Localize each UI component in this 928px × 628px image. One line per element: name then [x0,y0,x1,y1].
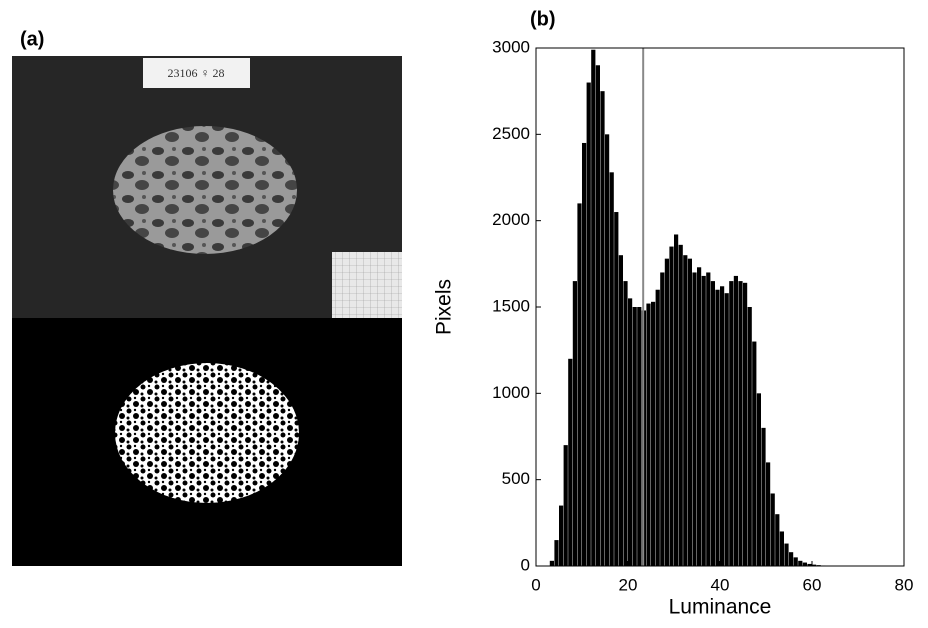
bar [614,212,618,566]
bar [771,493,775,566]
bar [591,50,595,566]
bar [748,307,752,566]
bar [794,557,798,566]
bar [619,255,623,566]
bar [633,307,637,566]
bar [720,286,724,566]
x-tick-label: 60 [803,575,822,594]
x-tick-label: 40 [711,575,730,594]
bar [784,544,788,566]
x-tick-label: 20 [619,575,638,594]
bar [715,290,719,566]
egg-photo: 23106 ♀ 28 [12,56,402,566]
bar [628,298,632,566]
bar [637,307,641,566]
histogram: 0 500 1000 1500 2000 2500 3000 0 20 40 60 80 Luminan… [433,37,914,618]
bar [775,514,779,566]
bar [568,359,572,566]
bar [559,506,563,566]
bar [752,342,756,566]
bar [550,561,554,566]
bar [665,259,669,566]
bar [688,259,692,566]
bar [766,462,770,566]
y-tick-label: 3000 [492,37,530,56]
y-tick-label: 2500 [492,124,530,143]
bar [743,283,747,566]
bar [780,531,784,566]
bar [738,281,742,566]
bar [660,272,664,566]
bar [623,281,627,566]
panel-label: (a) [20,28,44,50]
bar [605,134,609,566]
y-tick-label: 2000 [492,210,530,229]
bar [803,563,807,566]
bar [702,276,706,566]
photo-tag: 23106 ♀ 28 [168,66,225,80]
bar [577,203,581,566]
bar [564,445,568,566]
panel-label: (b) [530,8,556,30]
bar [610,172,614,566]
bar [706,272,710,566]
bar [697,267,701,566]
x-tick-label: 0 [531,575,540,594]
bar [596,65,600,566]
bar [679,245,683,566]
bar [646,304,650,566]
bar [669,247,673,566]
bar [674,234,678,566]
bar [711,281,715,566]
y-tick-label: 500 [502,469,530,488]
bar [789,552,793,566]
bar [656,290,660,566]
x-tick-label: 80 [895,575,914,594]
bar [683,255,687,566]
bar [692,272,696,566]
bar [734,276,738,566]
y-tick-label: 0 [521,555,530,574]
y-tick-label: 1500 [492,296,530,315]
x-axis-title: Luminance [669,596,772,619]
bar [725,293,729,566]
bar [651,302,655,566]
bar [582,143,586,566]
bar [600,91,604,566]
bar [587,83,591,566]
bar [729,281,733,566]
bar [761,428,765,566]
bar [757,393,761,566]
bar [573,281,577,566]
y-axis-title: Pixels [433,279,456,335]
bar [554,540,558,566]
bar [798,561,802,566]
y-tick-label: 1000 [492,383,530,402]
